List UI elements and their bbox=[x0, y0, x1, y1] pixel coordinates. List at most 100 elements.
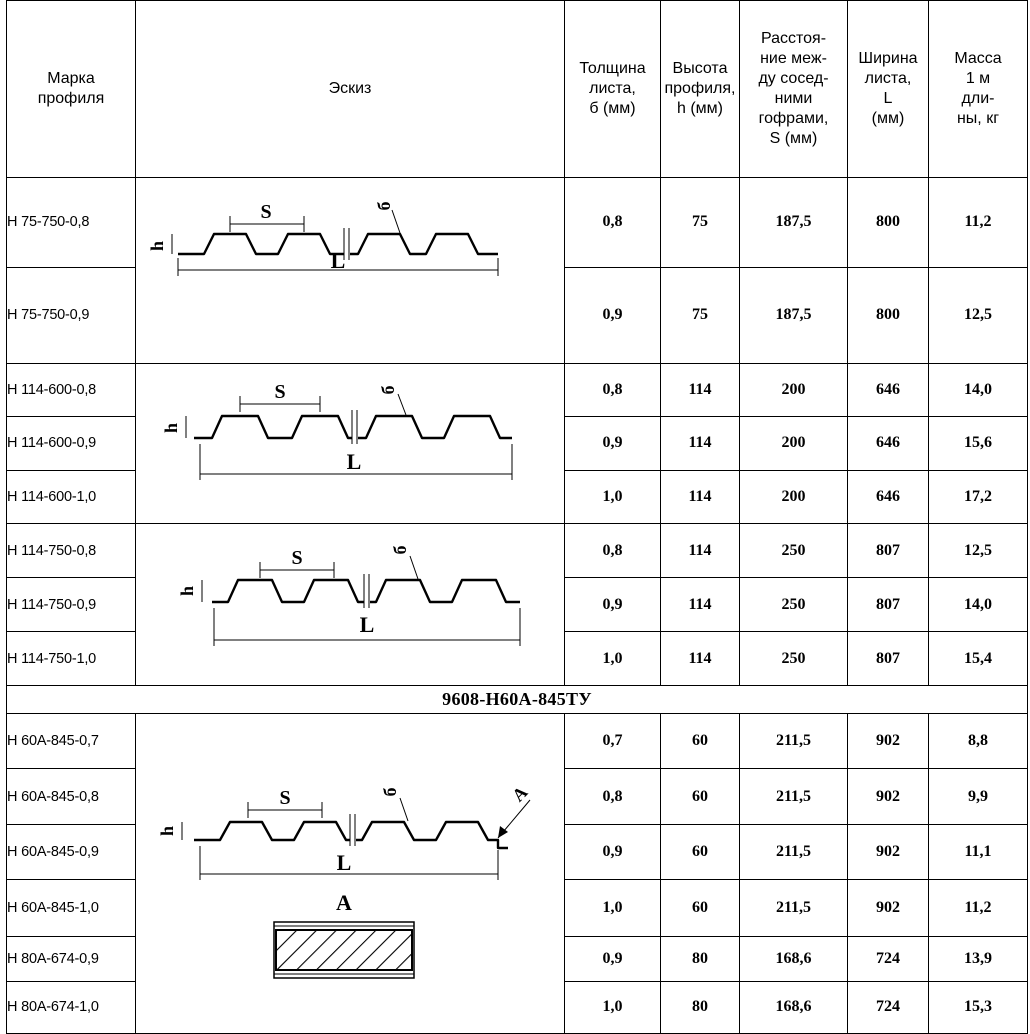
header-width: Ширина листа, L (мм) bbox=[847, 0, 929, 178]
cell-spacing: 250 bbox=[739, 631, 848, 686]
cell-width: 800 bbox=[847, 266, 929, 365]
row-mark: Н 80А-674-1,0 bbox=[6, 980, 136, 1034]
cell-mass: 8,8 bbox=[928, 712, 1028, 770]
cell-height: 114 bbox=[660, 631, 740, 686]
cell-spacing: 250 bbox=[739, 577, 848, 632]
profile-spec-table: Марка профиля Эскиз Толщина листа, б (мм… bbox=[6, 0, 1028, 1034]
cell-width: 800 bbox=[847, 177, 929, 268]
cell-mass: 15,4 bbox=[928, 631, 1028, 686]
cell-width: 807 bbox=[847, 577, 929, 632]
cell-height: 114 bbox=[660, 577, 740, 632]
cell-mass: 15,3 bbox=[928, 980, 1028, 1034]
header-sketch: Эскиз bbox=[135, 0, 565, 178]
cell-thickness: 0,9 bbox=[564, 823, 661, 881]
cell-spacing: 187,5 bbox=[739, 266, 848, 365]
cell-width: 724 bbox=[847, 936, 929, 982]
header-height: Высота профиля, h (мм) bbox=[660, 0, 740, 178]
cell-height: 114 bbox=[660, 469, 740, 525]
cell-thickness: 0,9 bbox=[564, 577, 661, 632]
cell-spacing: 200 bbox=[739, 416, 848, 471]
table-row: Н 60А-845-0,8 0,8 60 211,5 902 9,9 bbox=[6, 768, 1028, 825]
cell-thickness: 0,8 bbox=[564, 362, 661, 418]
table-row: Н 114-600-0,8 S h б L 0 bbox=[6, 362, 1028, 524]
cell-width: 646 bbox=[847, 416, 929, 471]
cell-mass: 11,2 bbox=[928, 177, 1028, 268]
sketch-label-s: S bbox=[279, 787, 290, 809]
cell-thickness: 0,9 bbox=[564, 416, 661, 471]
cell-spacing: 168,6 bbox=[739, 980, 848, 1034]
cell-width: 902 bbox=[847, 879, 929, 938]
header-row: Марка профиля Эскиз Толщина листа, б (мм… bbox=[6, 0, 1028, 178]
profile-spec-sheet: Марка профиля Эскиз Толщина листа, б (мм… bbox=[6, 0, 1028, 1034]
cell-width: 724 bbox=[847, 980, 929, 1034]
cell-spacing: 200 bbox=[739, 362, 848, 418]
sketch-label-t: б bbox=[378, 386, 398, 395]
row-mark: Н 60А-845-0,7 bbox=[6, 712, 136, 770]
profile-sketch-h60a-icon: S h б A L A bbox=[157, 782, 531, 979]
sketch-label-s: S bbox=[260, 201, 271, 223]
sketch-label-a-section: A bbox=[336, 890, 352, 915]
cell-spacing: 187,5 bbox=[739, 177, 848, 268]
cell-thickness: 1,0 bbox=[564, 879, 661, 938]
cell-mass: 12,5 bbox=[928, 523, 1028, 578]
cell-mass: 12,5 bbox=[928, 266, 1028, 365]
row-mark: Н 80А-674-0,9 bbox=[6, 936, 136, 982]
sketch-label-h: h bbox=[157, 826, 177, 836]
table-row: Н 75-750-0,8 S h б L 0, bbox=[6, 177, 1028, 364]
cell-width: 902 bbox=[847, 823, 929, 881]
table-row: Н 114-600-0,9 0,9 114 200 646 15,6 bbox=[6, 416, 1028, 471]
row-mark: Н 114-600-0,9 bbox=[6, 416, 136, 471]
cell-spacing: 211,5 bbox=[739, 823, 848, 881]
sketch-label-t: б bbox=[380, 788, 400, 797]
cell-width: 807 bbox=[847, 631, 929, 686]
cell-height: 114 bbox=[660, 362, 740, 418]
sketch-label-l: L bbox=[360, 612, 375, 637]
sketch-h114-600: S h б L bbox=[135, 363, 565, 524]
profile-sketch-h114-600-icon: S h б L bbox=[161, 381, 513, 480]
row-mark: Н 60А-845-1,0 bbox=[6, 879, 136, 938]
cell-height: 60 bbox=[660, 768, 740, 825]
cell-mass: 9,9 bbox=[928, 768, 1028, 825]
cell-thickness: 0,8 bbox=[564, 768, 661, 825]
table-row: Н 60А-845-1,0 1,0 60 211,5 902 11,2 bbox=[6, 879, 1028, 938]
series-title: 9608-Н60А-845ТУ bbox=[6, 685, 1028, 714]
cell-mass: 11,1 bbox=[928, 823, 1028, 881]
cell-height: 60 bbox=[660, 712, 740, 770]
cell-mass: 11,2 bbox=[928, 879, 1028, 938]
sketch-label-h: h bbox=[177, 586, 197, 596]
row-mark: Н 60А-845-0,8 bbox=[6, 768, 136, 825]
sketch-h114-750: S h б L bbox=[135, 523, 565, 686]
cell-mass: 14,0 bbox=[928, 362, 1028, 418]
profile-sketch-h114-750-icon: S h б L bbox=[177, 546, 521, 646]
sketch-label-h: h bbox=[147, 241, 167, 251]
sketch-h75-750: S h б L bbox=[135, 177, 565, 364]
cell-thickness: 0,7 bbox=[564, 712, 661, 770]
sketch-label-t: б bbox=[374, 202, 394, 211]
cell-thickness: 0,9 bbox=[564, 936, 661, 982]
cell-mass: 15,6 bbox=[928, 416, 1028, 471]
profile-sketch-h75-icon: S h б L bbox=[147, 201, 499, 276]
header-thickness: Толщина листа, б (мм) bbox=[564, 0, 661, 178]
series-row: 9608-Н60А-845ТУ bbox=[6, 685, 1028, 714]
cell-width: 646 bbox=[847, 469, 929, 525]
cell-thickness: 0,8 bbox=[564, 177, 661, 268]
cell-spacing: 250 bbox=[739, 523, 848, 578]
header-mass: Масса 1 м дли- ны, кг bbox=[928, 0, 1028, 178]
cell-height: 75 bbox=[660, 177, 740, 268]
sketch-label-t: б bbox=[390, 546, 410, 555]
table-row: Н 80А-674-0,9 0,9 80 168,6 724 13,9 bbox=[6, 936, 1028, 982]
row-mark: Н 75-750-0,9 bbox=[6, 266, 136, 365]
cell-spacing: 200 bbox=[739, 469, 848, 525]
row-mark: Н 114-750-0,8 bbox=[6, 523, 136, 578]
row-mark: Н 75-750-0,8 bbox=[6, 177, 136, 268]
row-mark: Н 114-750-1,0 bbox=[6, 631, 136, 686]
cell-thickness: 1,0 bbox=[564, 631, 661, 686]
cell-thickness: 1,0 bbox=[564, 980, 661, 1034]
cell-spacing: 168,6 bbox=[739, 936, 848, 982]
cell-height: 80 bbox=[660, 980, 740, 1034]
sketch-label-s: S bbox=[291, 547, 302, 569]
table-row: Н 60А-845-0,7 S h б A bbox=[6, 712, 1028, 1034]
cell-height: 80 bbox=[660, 936, 740, 982]
cell-spacing: 211,5 bbox=[739, 768, 848, 825]
row-mark: Н 114-600-0,8 bbox=[6, 362, 136, 418]
